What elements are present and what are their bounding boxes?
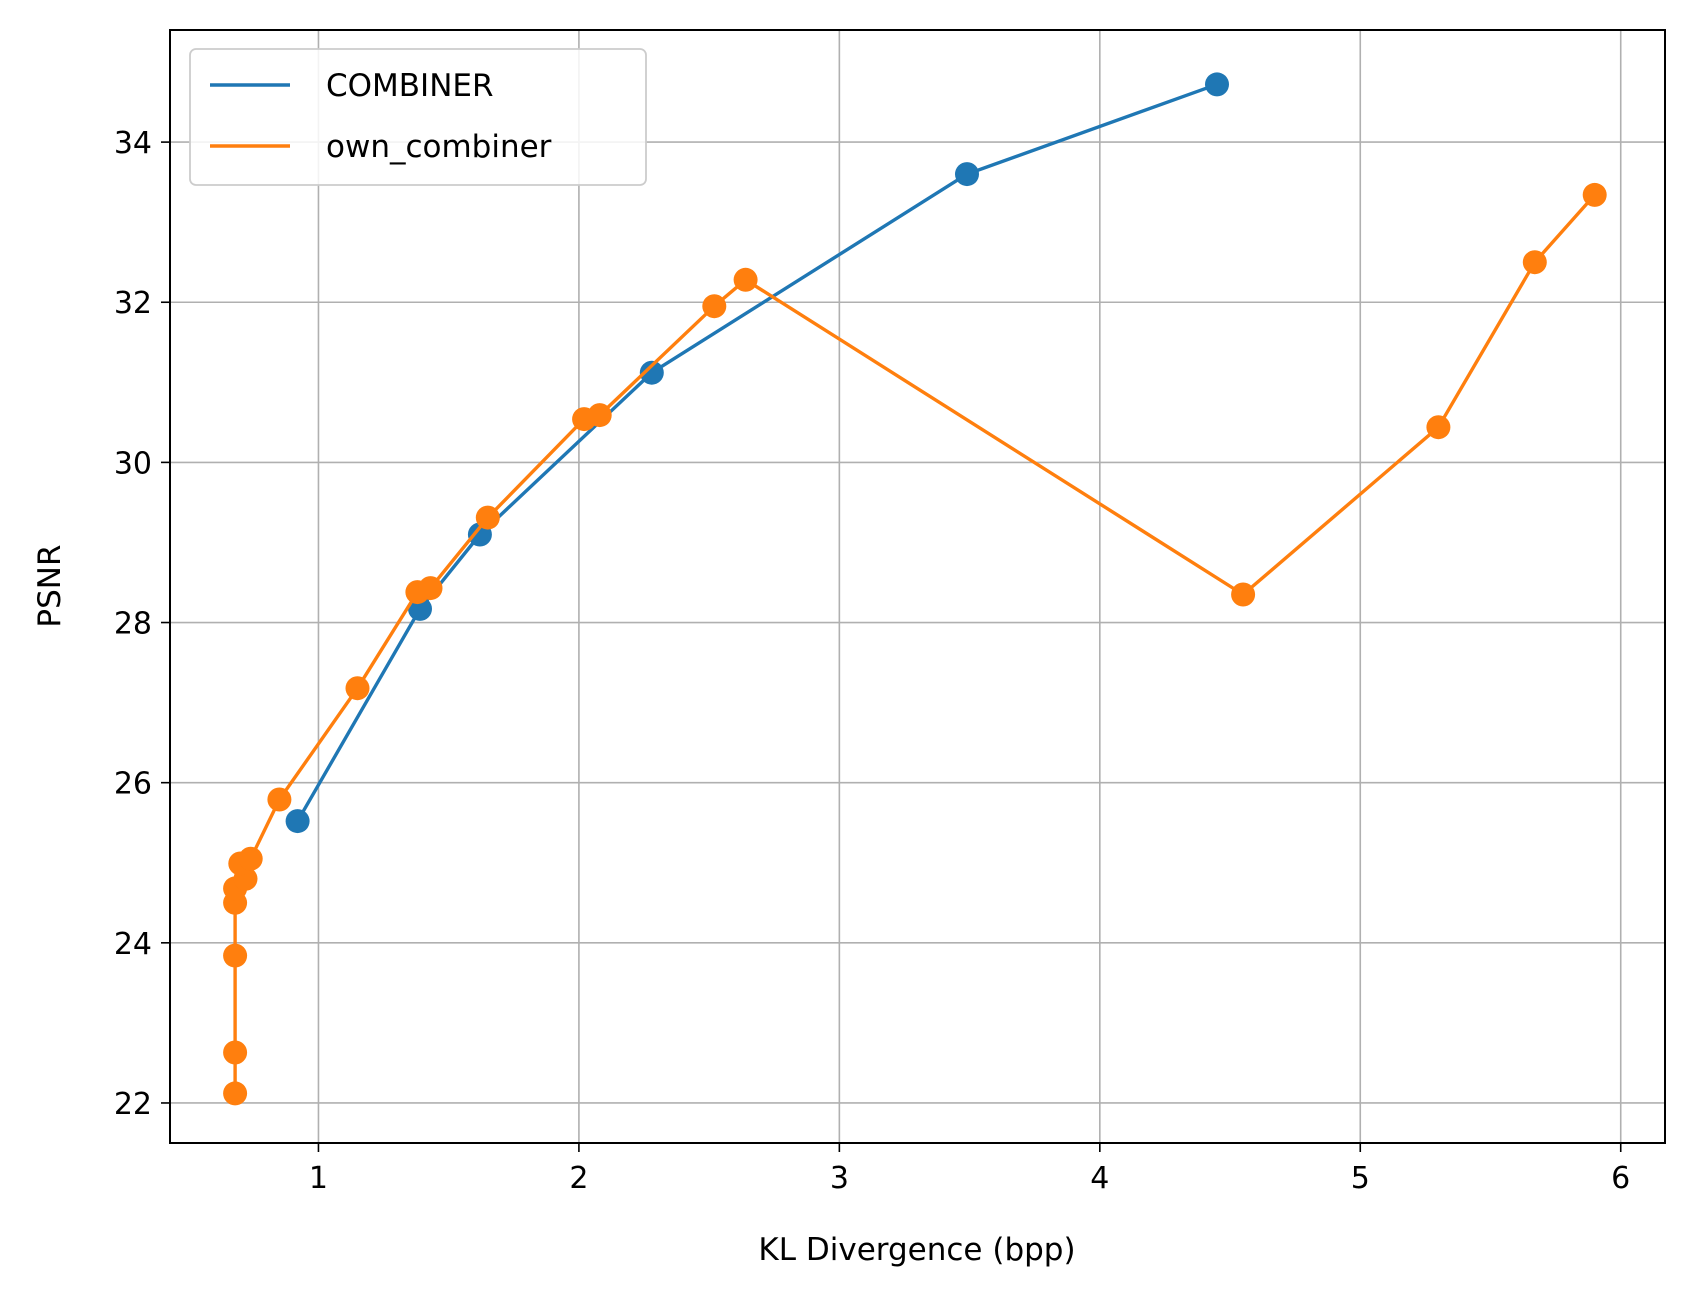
- legend: COMBINER own_combiner: [189, 48, 647, 186]
- data-point-own-combiner: [733, 267, 758, 292]
- data-point-combiner: [639, 360, 664, 385]
- data-point-own-combiner: [1426, 415, 1451, 440]
- x-axis-label: KL Divergence (bpp): [758, 1232, 1075, 1268]
- data-point-own-combiner: [418, 576, 443, 601]
- x-tick-label: 3: [830, 1161, 849, 1196]
- data-point-own-combiner: [1522, 250, 1547, 275]
- x-tick-label: 6: [1611, 1161, 1630, 1196]
- series-layer: [223, 72, 1607, 1106]
- data-point-own-combiner: [345, 676, 370, 701]
- data-point-combiner: [955, 162, 979, 187]
- y-tick-label: 30: [114, 446, 152, 481]
- data-point-own-combiner: [475, 505, 500, 530]
- plot-frame: [169, 29, 1666, 1144]
- y-tick-label: 28: [114, 607, 152, 642]
- data-point-own-combiner: [223, 1040, 248, 1065]
- y-tick-label: 34: [114, 126, 152, 161]
- y-tick-label: 26: [114, 767, 152, 802]
- x-tick-label: 5: [1351, 1161, 1370, 1196]
- y-axis-label: PSNR: [32, 544, 68, 627]
- y-tick-label: 22: [114, 1087, 152, 1122]
- data-point-combiner: [285, 809, 310, 834]
- y-tick-label: 24: [114, 927, 152, 962]
- x-tick-label: 4: [1090, 1161, 1109, 1196]
- x-tick-label: 2: [569, 1161, 588, 1196]
- data-point-own-combiner: [587, 403, 612, 428]
- data-point-own-combiner: [238, 846, 263, 871]
- series-line-combiner: [295, 82, 1220, 824]
- data-point-own-combiner: [223, 1081, 248, 1106]
- legend-box: [189, 48, 647, 186]
- data-point-own-combiner: [267, 787, 292, 812]
- y-tick-label: 32: [114, 286, 152, 321]
- series-own-combiner: [223, 182, 1607, 1106]
- x-tick-label: 1: [309, 1161, 328, 1196]
- data-point-own-combiner: [702, 294, 727, 319]
- data-point-own-combiner: [223, 943, 248, 968]
- legend-label-own-combiner: own_combiner: [326, 129, 552, 165]
- data-point-combiner: [1205, 72, 1229, 97]
- legend-label-combiner: COMBINER: [326, 68, 494, 104]
- data-point-own-combiner: [1582, 182, 1607, 207]
- grid-lines: [170, 30, 1665, 1143]
- data-point-own-combiner: [1231, 582, 1256, 607]
